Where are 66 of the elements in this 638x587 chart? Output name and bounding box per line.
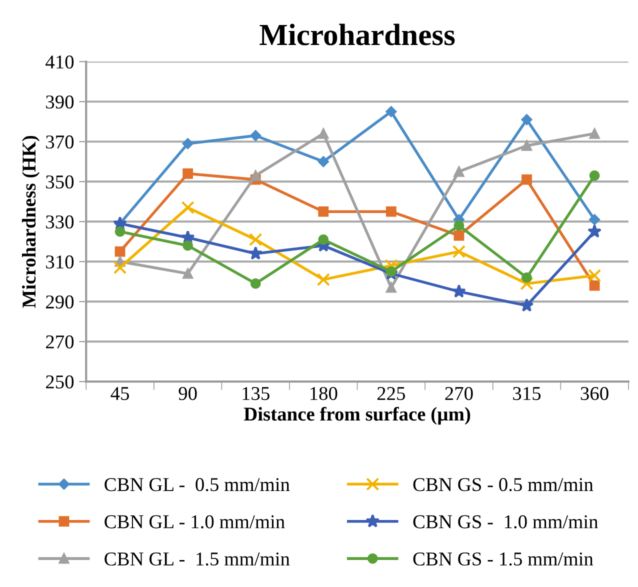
point (589, 214, 600, 226)
point (248, 246, 263, 260)
point (589, 280, 600, 291)
point (589, 128, 600, 139)
point (318, 234, 329, 245)
point (522, 272, 532, 283)
point (522, 140, 532, 151)
y-tick-label: 250 (46, 375, 74, 388)
x-axis-title: Distance from surface (µm) (244, 406, 470, 425)
y-tick-label: 410 (46, 55, 74, 69)
chart-title: Microhardness (260, 24, 455, 46)
legend-label: CBN GS - 1.0 mm/min (413, 515, 598, 528)
point (249, 232, 262, 246)
point (588, 224, 602, 238)
y-tick-label: 370 (46, 135, 74, 149)
point (316, 272, 330, 286)
point (250, 278, 261, 289)
point (452, 244, 466, 258)
point (318, 206, 329, 217)
y-tick-label: 270 (46, 335, 74, 348)
y-tick-label: 390 (46, 95, 74, 109)
x-tick-label: 135 (242, 387, 270, 400)
point (182, 268, 194, 279)
y-tick-label: 290 (46, 295, 74, 309)
y-tick-label: 330 (46, 215, 74, 229)
legend-label: CBN GL - 1.0 mm/min (104, 515, 285, 528)
x-tick-label: 270 (445, 386, 473, 400)
point (452, 284, 466, 298)
legend-label: CBN GS - 1.5 mm/min (413, 552, 594, 566)
point (318, 128, 329, 139)
point (182, 168, 194, 179)
point (114, 246, 126, 257)
point (386, 206, 396, 217)
point (113, 260, 127, 274)
point (250, 170, 261, 181)
y-tick-label: 310 (46, 255, 74, 269)
point (589, 170, 600, 181)
point (454, 230, 464, 241)
legend-label: CBN GS - 0.5 mm/min (413, 478, 594, 492)
legend-label: CBN GL - 0.5 mm/min (104, 478, 290, 492)
point (386, 266, 396, 277)
point (521, 114, 532, 126)
x-tick-label: 360 (580, 386, 608, 400)
point (454, 166, 464, 177)
y-tick-label: 350 (46, 175, 74, 189)
point (588, 268, 602, 282)
point (182, 138, 194, 150)
point (182, 240, 194, 251)
x-tick-label: 45 (110, 387, 129, 400)
y-axis-title: Microhardness (HK) (22, 136, 40, 308)
point (454, 220, 464, 231)
point (386, 282, 396, 293)
point (520, 276, 534, 290)
x-tick-label: 180 (310, 386, 338, 400)
point (250, 130, 262, 142)
x-tick-label: 225 (377, 387, 405, 400)
point (520, 298, 534, 312)
point (114, 226, 126, 237)
point (384, 258, 398, 272)
x-tick-label: 90 (178, 386, 197, 400)
point (318, 156, 329, 168)
point (386, 106, 397, 118)
point (522, 174, 532, 185)
x-tick-label: 315 (513, 387, 541, 400)
legend-label: CBN GL - 1.5 mm/min (104, 552, 290, 566)
point (181, 200, 194, 214)
